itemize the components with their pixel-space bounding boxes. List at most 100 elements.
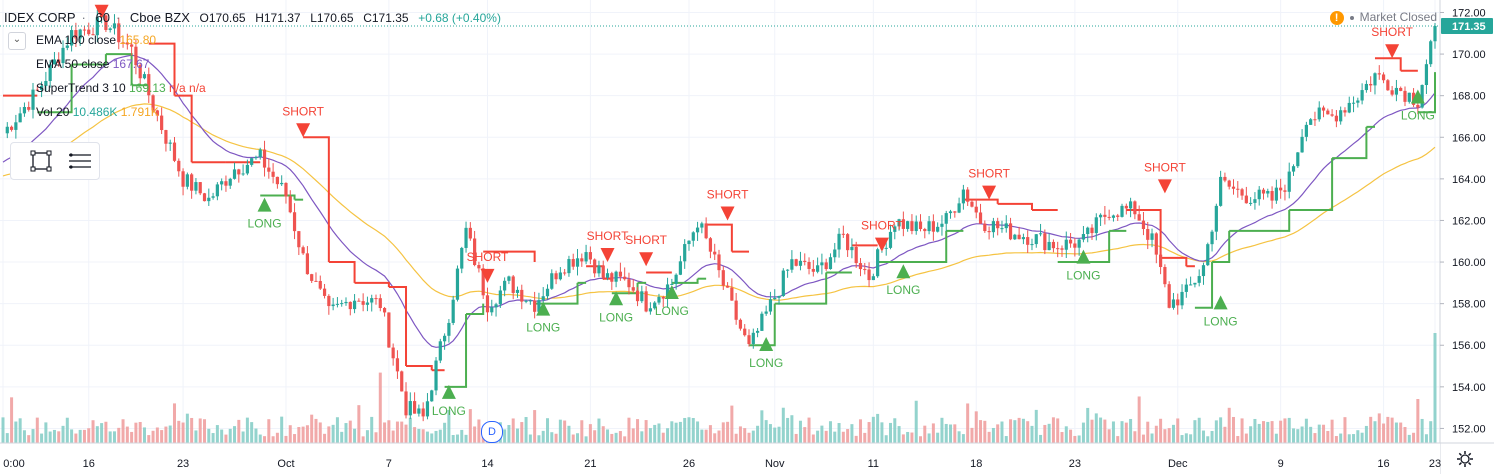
rectangle-select-icon[interactable] (27, 147, 55, 175)
candle-body (708, 238, 713, 252)
candle-body (713, 251, 717, 255)
candle (447, 319, 451, 343)
candle-body (202, 193, 207, 202)
volume-bar (383, 422, 387, 443)
volume-bar (927, 433, 931, 443)
candle (876, 247, 880, 278)
supertrend-segment (37, 64, 73, 114)
candle (567, 255, 571, 277)
candle-body (151, 95, 155, 111)
candle-body (657, 296, 661, 303)
volume-bar (1171, 424, 1175, 443)
volume-bar (1227, 407, 1231, 443)
volume-bar (726, 421, 730, 443)
candle-body (1189, 284, 1193, 286)
candle-body (74, 30, 78, 39)
signal-markers: SHORT LONG SHORT LONG SHORT LONG SHORT LONG SHOR… (94, 4, 1435, 418)
supertrend-segment (303, 136, 330, 263)
volume-bar (507, 425, 511, 443)
volume-bar (95, 426, 99, 443)
candle (996, 217, 1000, 236)
candle-body (575, 258, 580, 267)
candle (27, 101, 31, 112)
candle (22, 102, 27, 117)
candle-body (1223, 176, 1227, 181)
volume-bar (48, 431, 52, 443)
candle-body (57, 59, 61, 64)
candle-body (65, 45, 69, 48)
volume-bar (327, 426, 331, 443)
volume-bar (391, 430, 395, 443)
candle (807, 257, 811, 275)
candle-body (893, 226, 897, 232)
candle (95, 9, 99, 43)
candle-body (425, 401, 430, 417)
volume-bar (57, 431, 61, 443)
volume-bar (528, 434, 532, 443)
collapse-legend-button[interactable]: ⌄ (8, 32, 26, 50)
volume-bar (554, 433, 558, 443)
volume-bar (567, 425, 571, 443)
candle-body (1334, 115, 1338, 122)
candle (1416, 102, 1420, 115)
candle (1021, 233, 1026, 245)
candle (357, 298, 361, 302)
candle (160, 107, 164, 135)
volume-bar (1030, 425, 1034, 443)
time-tick-label: 11 (868, 458, 879, 470)
candle (623, 267, 627, 281)
volume-bar (854, 435, 858, 443)
volume-bar (293, 434, 297, 443)
candle (215, 182, 219, 201)
candle-body (593, 259, 597, 274)
candle-body (250, 158, 254, 165)
volume-bar (1274, 433, 1278, 443)
candle-body (9, 126, 14, 130)
candle (9, 125, 14, 132)
candle (1373, 72, 1377, 95)
candle-body (738, 319, 743, 329)
volume-bar (914, 400, 918, 443)
volume-bar (250, 422, 254, 443)
volume-bar (344, 423, 348, 443)
volume-bar (653, 424, 657, 443)
candle-body (301, 247, 305, 254)
candle (846, 232, 850, 257)
candle-body (1386, 80, 1390, 91)
candle (44, 71, 48, 92)
volume-bar (245, 417, 249, 443)
candle (425, 393, 430, 420)
candle (1094, 213, 1098, 241)
candle-body (1291, 166, 1296, 172)
volume-bar (1249, 426, 1253, 443)
candle (854, 241, 858, 268)
volume-bar (323, 433, 327, 443)
volume-bar (1107, 429, 1111, 443)
candle-body (48, 64, 52, 81)
candle (220, 178, 224, 191)
candle (211, 192, 215, 200)
candle-body (1180, 291, 1184, 306)
candle (301, 245, 305, 255)
candle-body (1300, 136, 1304, 153)
candle-body (927, 221, 931, 232)
candle (871, 273, 875, 281)
candle-body (1381, 74, 1386, 81)
volume-bar (1159, 418, 1163, 443)
time-tick-label: 21 (584, 458, 596, 470)
candle (927, 215, 931, 235)
short-triangle-icon (982, 185, 997, 200)
volume-bar (820, 425, 824, 443)
candle (1244, 186, 1248, 204)
volume-bar (1064, 426, 1068, 443)
candle (841, 225, 845, 238)
candle (327, 294, 331, 315)
candle (498, 285, 502, 308)
candle (897, 218, 901, 231)
volume-bar (996, 424, 1000, 443)
candle (1004, 215, 1008, 233)
candle (1047, 233, 1051, 251)
menu-lines-icon[interactable] (65, 147, 93, 175)
